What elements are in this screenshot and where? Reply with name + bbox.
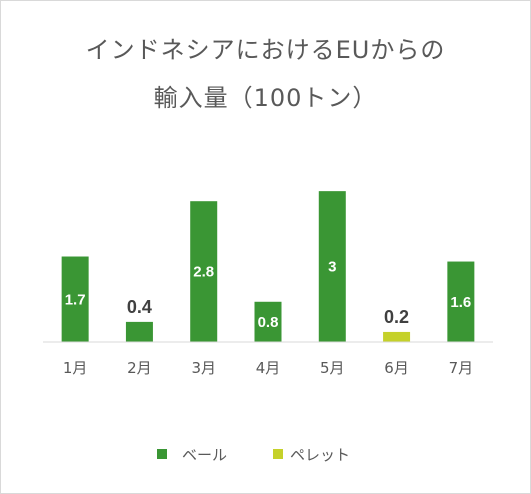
data-label-6: 0.2 — [384, 307, 409, 327]
bar-bale-3 — [190, 201, 218, 342]
data-label-2: 0.4 — [127, 297, 152, 317]
bar-bale-7 — [447, 261, 475, 342]
data-label-3: 2.8 — [193, 264, 214, 281]
legend-label-bale: ベール — [182, 446, 227, 464]
bar-bale-2 — [125, 321, 153, 342]
category-label-6: 6月 — [384, 359, 409, 377]
data-label-1: 1.7 — [65, 291, 86, 308]
legend-swatch-pellet — [273, 449, 283, 459]
data-label-7: 1.6 — [450, 294, 471, 311]
bar-pellet-6 — [383, 331, 411, 342]
category-label-7: 7月 — [449, 359, 474, 377]
bar-bale-1 — [61, 256, 89, 342]
bar-bale-5 — [318, 191, 346, 342]
legend-swatch-bale — [157, 449, 167, 459]
chart-title-line2: 輸入量（100トン） — [153, 84, 378, 112]
category-label-4: 4月 — [256, 359, 281, 377]
category-label-5: 5月 — [320, 359, 345, 377]
category-label-2: 2月 — [127, 359, 152, 377]
bar-bale-4 — [254, 301, 282, 342]
legend-label-pellet: ペレット — [290, 446, 350, 464]
category-label-1: 1月 — [63, 359, 88, 377]
data-label-5: 3 — [328, 259, 336, 276]
data-label-4: 0.8 — [258, 314, 279, 331]
category-label-3: 3月 — [191, 359, 216, 377]
chart-title-line1: インドネシアにおけるEUからの — [85, 36, 446, 64]
